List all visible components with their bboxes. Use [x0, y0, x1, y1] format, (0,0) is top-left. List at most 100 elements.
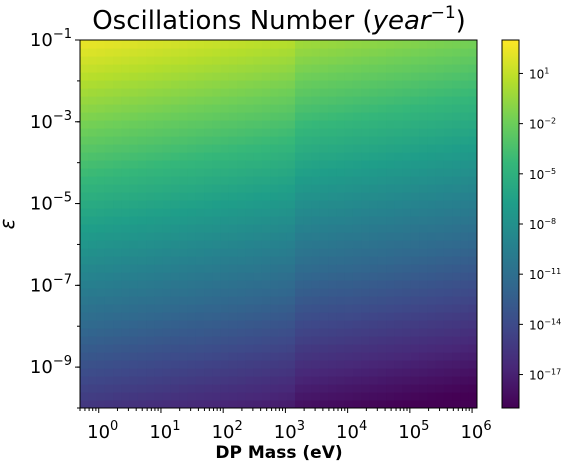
heatmap-cell: [377, 80, 387, 89]
heatmap-cell: [195, 264, 205, 273]
heatmap-cell: [427, 136, 437, 145]
heatmap-cell: [228, 360, 238, 369]
heatmap-cell: [88, 64, 98, 73]
heatmap-cell: [129, 288, 139, 297]
heatmap-cell: [154, 160, 164, 169]
heatmap-cell: [402, 400, 412, 408]
heatmap-cell: [328, 96, 337, 105]
heatmap-cell: [228, 48, 238, 57]
heatmap-cell: [311, 48, 321, 57]
heatmap-cell: [394, 152, 404, 161]
heatmap-cell: [146, 224, 156, 233]
heatmap-cell: [170, 392, 180, 401]
heatmap-cell: [394, 384, 404, 393]
heatmap-cell: [80, 104, 89, 113]
heatmap-cell: [460, 224, 470, 233]
heatmap-cell: [104, 112, 114, 121]
heatmap-cell: [80, 96, 89, 105]
heatmap-cell: [369, 360, 379, 369]
heatmap-cell: [220, 184, 230, 193]
heatmap-cell: [435, 304, 445, 313]
heatmap-cell: [328, 304, 337, 313]
heatmap-cell: [146, 216, 156, 225]
heatmap-cell: [336, 384, 346, 393]
heatmap-cell: [435, 360, 445, 369]
heatmap-cell: [319, 360, 329, 369]
heatmap-cell: [328, 256, 337, 265]
heatmap-cell: [270, 104, 280, 113]
heatmap-cell: [212, 112, 222, 121]
heatmap-cell: [386, 392, 395, 401]
heatmap-cell: [261, 312, 271, 321]
heatmap-cell: [443, 384, 453, 393]
heatmap-cell: [377, 144, 387, 153]
heatmap-cell: [195, 400, 205, 408]
heatmap-cell: [96, 296, 106, 305]
heatmap-cell: [295, 176, 304, 185]
heatmap-cell: [278, 184, 288, 193]
heatmap-cell: [386, 344, 395, 353]
heatmap-cell: [170, 152, 180, 161]
heatmap-cell: [410, 160, 420, 169]
heatmap-cell: [261, 400, 271, 408]
heatmap-cell: [336, 144, 346, 153]
heatmap-cell: [295, 208, 304, 217]
heatmap-cell: [410, 128, 420, 137]
heatmap-cell: [295, 144, 304, 153]
heatmap-cell: [336, 264, 346, 273]
heatmap-cell: [179, 136, 189, 145]
heatmap-cell: [452, 280, 462, 289]
heatmap-cell: [195, 360, 205, 369]
heatmap-cell: [237, 120, 247, 129]
heatmap-cell: [154, 64, 164, 73]
x-axis: 100 101 102 103 104 105 106: [79, 408, 492, 443]
heatmap-cell: [179, 288, 189, 297]
heatmap-cell: [311, 232, 321, 241]
heatmap-cell: [443, 344, 453, 353]
heatmap-cell: [286, 264, 296, 273]
heatmap-cell: [220, 216, 230, 225]
heatmap-cell: [237, 264, 247, 273]
heatmap-cell: [319, 232, 329, 241]
heatmap-cell: [286, 216, 296, 225]
heatmap-cell: [419, 312, 428, 321]
heatmap-cell: [278, 232, 288, 241]
heatmap-cell: [344, 400, 354, 408]
heatmap-cell: [220, 224, 230, 233]
heatmap-cell: [468, 304, 477, 313]
heatmap-cell: [253, 136, 263, 145]
heatmap-cell: [452, 232, 462, 241]
heatmap-cell: [212, 88, 222, 97]
heatmap-cell: [253, 96, 263, 105]
heatmap-cell: [295, 320, 304, 329]
heatmap-cell: [369, 240, 379, 249]
heatmap-cell: [270, 336, 280, 345]
heatmap-cell: [80, 352, 89, 361]
heatmap-cell: [129, 352, 139, 361]
heatmap-cell: [104, 312, 114, 321]
heatmap-cell: [468, 344, 477, 353]
heatmap-cell: [146, 296, 156, 305]
heatmap-cell: [146, 352, 156, 361]
heatmap-cell: [179, 80, 189, 89]
heatmap-cell: [344, 376, 354, 385]
y-tick-label: 10−1: [30, 27, 72, 51]
heatmap-cell: [344, 176, 354, 185]
heatmap-cell: [195, 160, 205, 169]
heatmap-cell: [170, 256, 180, 265]
heatmap-cell: [121, 392, 131, 401]
heatmap-cell: [170, 144, 180, 153]
heatmap-cell: [344, 40, 354, 49]
heatmap-cell: [195, 56, 205, 65]
heatmap-cell: [212, 216, 222, 225]
heatmap-cell: [270, 96, 280, 105]
heatmap-cell: [261, 72, 271, 81]
heatmap-cell: [386, 56, 395, 65]
heatmap-cell: [261, 160, 271, 169]
heatmap-cell: [220, 304, 230, 313]
heatmap-cell: [195, 280, 205, 289]
heatmap-cell: [204, 336, 213, 345]
heatmap-cell: [253, 288, 263, 297]
heatmap-cell: [121, 376, 131, 385]
heatmap-cell: [104, 384, 114, 393]
